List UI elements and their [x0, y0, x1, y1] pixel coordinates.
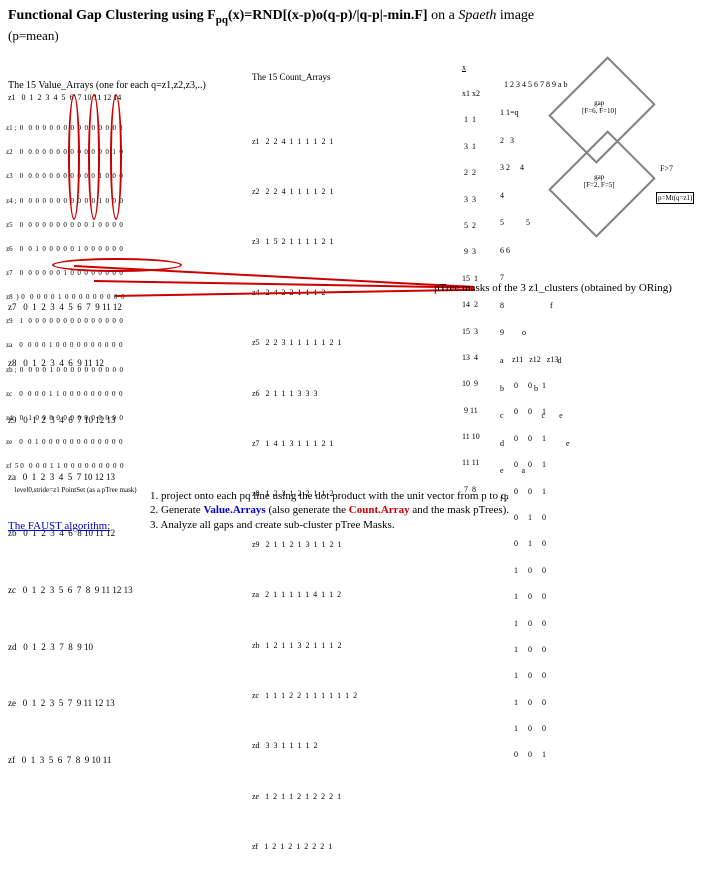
count-row: zc 1 1 1 2 2 1 1 1 1 1 1 2 — [252, 688, 357, 705]
z-row: z8 0 1 2 3 4 6 9 11 12 — [8, 354, 133, 373]
ptree-row: 1 0 0 — [512, 593, 558, 602]
coord-row: 9 3 — [462, 248, 480, 257]
formula-box: p=Mt(q=z1) — [656, 192, 694, 204]
d2-range: [F=2, F=5] — [584, 181, 615, 189]
step2e: and the mask pTrees). — [410, 504, 510, 516]
coord-row: 1 1 — [462, 116, 480, 125]
count-row: z3 1 5 2 1 1 1 1 2 1 — [252, 234, 357, 251]
coord-row: 5 2 — [462, 222, 480, 231]
z-row: z9 0 1 2 3 4 6 7 10 12 13 — [8, 411, 133, 430]
ptree-row: 1 0 0 — [512, 699, 558, 708]
value-arrays-block: The 15 Value_Arrays (one for each q=z1,z… — [8, 72, 206, 95]
step2c: (also generate the — [266, 504, 349, 516]
f7-label: F>7 — [660, 164, 673, 173]
ptree-cols: z11 z12 z13 — [512, 356, 558, 365]
z-row: zf 0 1 3 5 6 7 8 9 10 11 — [8, 751, 133, 770]
ptree-row: 1 0 0 — [512, 567, 558, 576]
title-part1: Functional Gap Clustering using F — [8, 8, 216, 23]
ptree-row: 0 0 1 — [512, 751, 558, 760]
coord-row: 14 2 — [462, 301, 480, 310]
coord-row: 13 4 — [462, 354, 480, 363]
ptree-masks-label: pTree masks of the 3 z1_clusters (obtain… — [434, 282, 672, 294]
d1-gap: gap — [594, 99, 604, 107]
ptree-row: 0 0 1 — [512, 461, 558, 470]
count-row: za 2 1 1 1 1 1 4 1 1 2 — [252, 587, 357, 604]
ptree-row: 1 0 0 — [512, 646, 558, 655]
z-row: zc 0 1 2 3 5 6 7 8 9 11 12 13 — [8, 581, 133, 600]
ptree-row: 0 0 1 — [512, 382, 558, 391]
coord-row: 11 11 — [462, 459, 480, 468]
z-row: zd 0 1 2 3 7 8 9 10 — [8, 638, 133, 657]
z-row: ze 0 1 2 3 5 7 9 11 12 13 — [8, 694, 133, 713]
count-row: zb 1 2 1 1 3 2 1 1 1 2 — [252, 638, 357, 655]
red-oval-col1 — [68, 94, 80, 220]
ptree-row: 1 0 0 — [512, 672, 558, 681]
title-spaeth: Spaeth — [458, 8, 496, 23]
coord-row: 2 2 — [462, 169, 480, 178]
pmean-label: (p=mean) — [8, 28, 712, 44]
grid-row: 3 2 4 — [500, 163, 570, 172]
title-part2: (x)=RND[(x-p)o(q-p)/|q-p|-min.F] — [228, 8, 428, 23]
count-row: z2 2 2 4 1 1 1 1 2 1 — [252, 184, 357, 201]
ptree-row: 0 1 0 — [512, 540, 558, 549]
coords-table: x x1 x2 1 1 3 1 2 2 3 3 5 2 9 3 15 1 14 … — [462, 46, 480, 503]
coord-row: 9 11 — [462, 407, 480, 416]
coords-x: x — [462, 64, 480, 73]
coord-row: 3 1 — [462, 143, 480, 152]
grid-row: 8 f — [500, 301, 570, 310]
grid-header: 1 2 3 4 5 6 7 8 9 a b — [500, 80, 570, 89]
page-title: Functional Gap Clustering using Fpq(x)=R… — [8, 8, 712, 26]
grid-row: 5 5 — [500, 218, 570, 227]
red-oval-col2 — [88, 94, 100, 220]
step2b: Value.Arrays — [203, 504, 265, 516]
step1: 1. project onto each pq line using the d… — [150, 489, 509, 503]
ptree-row: 0 0 1 — [512, 408, 558, 417]
title-sub: pq — [216, 14, 228, 26]
d1-range: [F=6, F=10] — [582, 107, 616, 115]
count-arrays-label: The 15 Count_Arrays — [252, 72, 331, 82]
count-row: z5 2 2 3 1 1 1 1 1 2 1 — [252, 335, 357, 352]
coords-cols: x1 x2 — [462, 90, 480, 99]
grid-row: 2 3 — [500, 136, 570, 145]
ptree-masks-table: z11 z12 z13 0 0 1 0 0 1 0 0 1 0 0 1 0 0 … — [512, 338, 558, 769]
grid-row: 6 6 — [500, 246, 570, 255]
count-row: z9 2 1 1 2 1 3 1 1 2 1 — [252, 537, 357, 554]
ptree-row: 1 0 0 — [512, 725, 558, 734]
title-a: a — [445, 8, 458, 23]
matrix-row: z5 0 0 0 0 0 0 0 0 0 0 1 0 0 0 0 — [6, 221, 137, 229]
count-row: z6 2 1 1 1 3 3 3 — [252, 386, 357, 403]
title-image: image — [496, 8, 534, 23]
ptree-row: 1 0 0 — [512, 620, 558, 629]
grid-row: 9 o — [500, 328, 570, 337]
faust-block: The FAUST algorithm: — [8, 520, 110, 532]
coord-row: 10 9 — [462, 380, 480, 389]
red-oval-col3 — [110, 94, 122, 220]
ptree-row: 0 0 1 — [512, 435, 558, 444]
coord-row: 15 3 — [462, 328, 480, 337]
faust-link[interactable]: The FAUST algorithm: — [8, 520, 110, 532]
faust-steps: 1. project onto each pq line using the d… — [150, 489, 509, 532]
step2: 2. Generate Value.Arrays (also generate … — [150, 503, 509, 517]
count-row: zf 1 2 1 2 1 2 2 2 1 — [252, 839, 357, 856]
coord-row: 3 3 — [462, 196, 480, 205]
value-arrays-label: The 15 Value_Arrays (one for each q=z1,z… — [8, 80, 206, 91]
count-row: z7 1 4 1 3 1 1 1 2 1 — [252, 436, 357, 453]
count-row: zd 3 3 1 1 1 1 2 — [252, 738, 357, 755]
title-on: on — [428, 8, 446, 23]
coord-row: 11 10 — [462, 433, 480, 442]
step3: 3. Analyze all gaps and create sub-clust… — [150, 518, 509, 532]
step2d: Count.Array — [349, 504, 410, 516]
value-arrays-header: z1 0 1 2 3 4 5 6 7 10 11 12 14 — [8, 94, 121, 103]
z-row: za 0 1 2 3 4 5 7 10 12 13 — [8, 468, 133, 487]
count-row: ze 1 2 1 1 2 1 2 2 2 1 — [252, 789, 357, 806]
ptree-row: 0 1 0 — [512, 514, 558, 523]
z-row: z7 0 1 2 3 4 5 6 7 9 11 12 — [8, 298, 133, 317]
step2a: 2. Generate — [150, 504, 203, 516]
count-row: z1 2 2 4 1 1 1 1 2 1 — [252, 134, 357, 151]
d2-gap: gap — [594, 173, 604, 181]
count-arrays-grid: z1 2 2 4 1 1 1 1 2 1 z2 2 2 4 1 1 1 1 2 … — [252, 100, 357, 873]
matrix-row: z6 0 0 1 0 0 0 0 0 1 0 0 0 0 0 0 — [6, 245, 137, 253]
ptree-row: 0 0 1 — [512, 488, 558, 497]
